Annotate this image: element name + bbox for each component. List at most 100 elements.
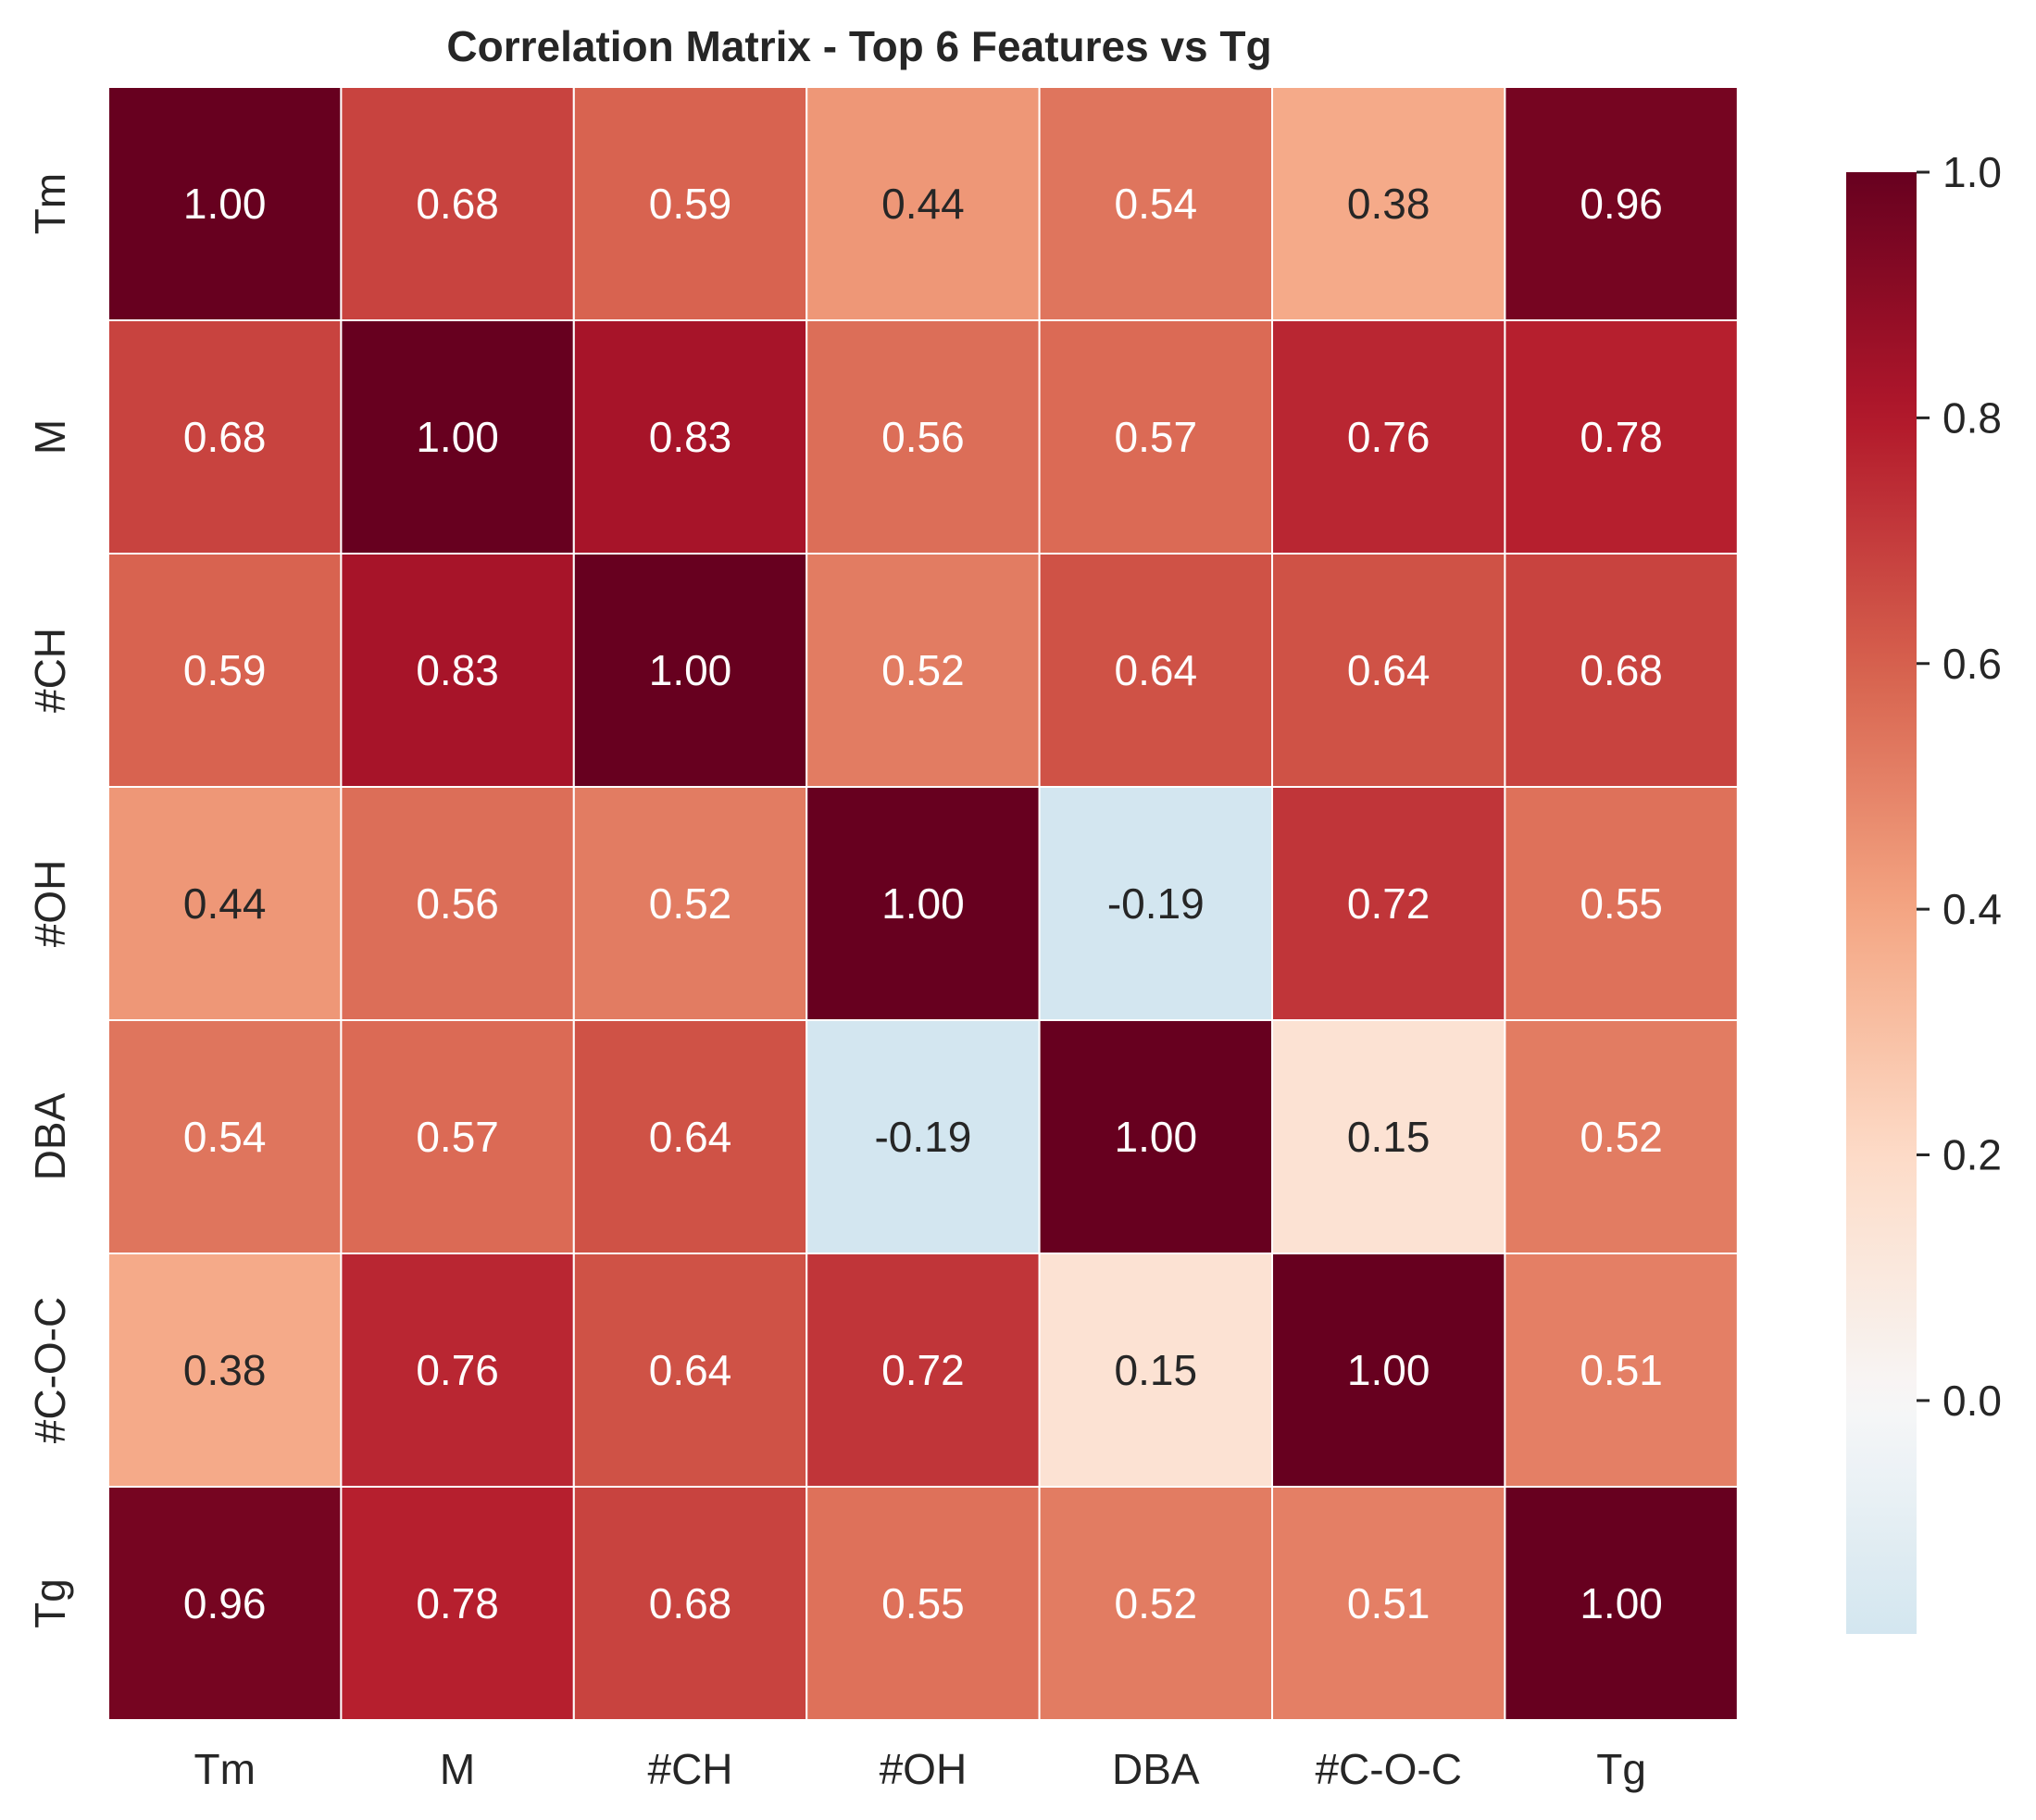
cell-value-label: 1.00 bbox=[1580, 1579, 1663, 1627]
heatmap-cell bbox=[1271, 786, 1506, 1021]
y-tick-label: #OH bbox=[26, 860, 74, 948]
cell-value-label: 1.00 bbox=[649, 646, 732, 694]
cell-value-label: 0.72 bbox=[881, 1346, 965, 1394]
heatmap-cell bbox=[107, 319, 343, 555]
heatmap-cell bbox=[1038, 1486, 1273, 1721]
heatmap-cell bbox=[107, 1253, 343, 1488]
cell-value-label: 0.51 bbox=[1580, 1346, 1663, 1394]
heatmap-cell bbox=[572, 1019, 808, 1254]
y-tick-label: M bbox=[26, 419, 74, 455]
cell-value-label: 0.64 bbox=[649, 1113, 732, 1161]
heatmap-cell bbox=[107, 553, 343, 788]
heatmap-cell bbox=[340, 553, 575, 788]
cell-value-label: 0.68 bbox=[1580, 646, 1663, 694]
cell-value-label: 0.68 bbox=[183, 413, 267, 461]
heatmap-cell bbox=[1504, 1486, 1739, 1721]
cell-value-label: 0.15 bbox=[1115, 1346, 1198, 1394]
heatmap-cell bbox=[806, 553, 1041, 788]
heatmap-cell bbox=[1038, 319, 1273, 555]
cell-value-label: 0.56 bbox=[881, 413, 965, 461]
x-tick-label: #OH bbox=[880, 1745, 968, 1793]
heatmap-cell bbox=[1271, 86, 1506, 321]
cell-value-label: -0.19 bbox=[1107, 879, 1205, 928]
cell-value-label: 0.52 bbox=[881, 646, 965, 694]
cell-value-label: 0.57 bbox=[416, 1113, 499, 1161]
cell-value-label: 0.55 bbox=[1580, 879, 1663, 928]
heatmap-cells: 1.00 0.68 0.59 0.44 0.54 0.38 0.96 0.68 1.00 0.83… bbox=[107, 86, 1739, 1721]
cell-value-label: 0.59 bbox=[183, 646, 267, 694]
heatmap-cell bbox=[1271, 553, 1506, 788]
cell-value-label: 0.68 bbox=[649, 1579, 732, 1627]
cell-value-label: 0.52 bbox=[1115, 1579, 1198, 1627]
heatmap-cell bbox=[1504, 319, 1739, 555]
cell-value-label: 0.96 bbox=[1580, 180, 1663, 228]
colorbar-gradient bbox=[1846, 172, 1917, 1634]
cell-value-label: 0.38 bbox=[183, 1346, 267, 1394]
heatmap-cell bbox=[107, 1019, 343, 1254]
heatmap-cell bbox=[1038, 553, 1273, 788]
cell-value-label: 0.68 bbox=[416, 180, 499, 228]
heatmap-cell bbox=[1504, 786, 1739, 1021]
cell-value-label: 0.78 bbox=[416, 1579, 499, 1627]
y-tick-label: DBA bbox=[26, 1092, 74, 1180]
cell-value-label: 0.64 bbox=[1115, 646, 1198, 694]
cell-value-label: 0.56 bbox=[416, 879, 499, 928]
heatmap-cell bbox=[806, 1486, 1041, 1721]
heatmap-cell bbox=[572, 86, 808, 321]
cell-value-label: 0.52 bbox=[1580, 1113, 1663, 1161]
cell-value-label: -0.19 bbox=[874, 1113, 971, 1161]
cell-value-label: 0.59 bbox=[649, 180, 732, 228]
y-tick-label: Tm bbox=[26, 173, 74, 234]
y-axis-tick-labels: Tm M #CH #OH DBA #C-O-C Tg bbox=[26, 173, 74, 1628]
heatmap-cell bbox=[572, 1486, 808, 1721]
cell-value-label: 0.44 bbox=[183, 879, 267, 928]
heatmap-cell bbox=[1504, 1253, 1739, 1488]
colorbar-tick-label: 0.0 bbox=[1942, 1377, 2002, 1425]
x-tick-label: #CH bbox=[647, 1745, 732, 1793]
x-tick-label: Tm bbox=[194, 1745, 255, 1793]
cell-value-label: 0.44 bbox=[881, 180, 965, 228]
colorbar-tick-label: 0.6 bbox=[1942, 640, 2002, 688]
colorbar-tick-label: 1.0 bbox=[1942, 148, 2002, 196]
y-tick-label: Tg bbox=[26, 1578, 74, 1628]
y-tick-label: #CH bbox=[26, 628, 74, 713]
cell-value-label: 0.54 bbox=[183, 1113, 267, 1161]
cell-value-label: 1.00 bbox=[183, 180, 267, 228]
cell-value-label: 0.96 bbox=[183, 1579, 267, 1627]
cell-value-label: 0.57 bbox=[1115, 413, 1198, 461]
colorbar-tick-label: 0.4 bbox=[1942, 885, 2002, 933]
cell-value-label: 0.76 bbox=[416, 1346, 499, 1394]
cell-value-label: 1.00 bbox=[416, 413, 499, 461]
cell-value-label: 0.52 bbox=[649, 879, 732, 928]
cell-value-label: 0.83 bbox=[649, 413, 732, 461]
heatmap-cell bbox=[1271, 319, 1506, 555]
heatmap-cell bbox=[340, 86, 575, 321]
heatmap-cell bbox=[1038, 1253, 1273, 1488]
heatmap-cell bbox=[340, 786, 575, 1021]
cell-value-label: 0.64 bbox=[1347, 646, 1430, 694]
cell-value-label: 1.00 bbox=[1347, 1346, 1430, 1394]
heatmap-cell bbox=[572, 319, 808, 555]
cell-value-label: 0.55 bbox=[881, 1579, 965, 1627]
cell-value-label: 0.15 bbox=[1347, 1113, 1430, 1161]
colorbar-tick-label: 0.2 bbox=[1942, 1131, 2002, 1179]
x-tick-label: Tg bbox=[1596, 1745, 1646, 1793]
cell-value-label: 0.83 bbox=[416, 646, 499, 694]
cell-value-label: 1.00 bbox=[881, 879, 965, 928]
heatmap-cell bbox=[107, 786, 343, 1021]
heatmap-cell bbox=[806, 86, 1041, 321]
heatmap-cell bbox=[1271, 1486, 1506, 1721]
chart-title: Correlation Matrix - Top 6 Features vs T… bbox=[446, 22, 1271, 70]
cell-value-label: 0.54 bbox=[1115, 180, 1198, 228]
cell-value-label: 0.64 bbox=[649, 1346, 732, 1394]
heatmap-cell bbox=[107, 1486, 343, 1721]
cell-value-label: 0.51 bbox=[1347, 1579, 1430, 1627]
colorbar-tick-label: 0.8 bbox=[1942, 393, 2002, 442]
x-tick-label: #C-O-C bbox=[1315, 1745, 1461, 1793]
cell-value-label: 0.38 bbox=[1347, 180, 1430, 228]
heatmap-cell bbox=[1504, 553, 1739, 788]
heatmap-cell bbox=[806, 786, 1041, 1021]
heatmap-cell bbox=[107, 86, 343, 321]
heatmap-cell bbox=[572, 553, 808, 788]
heatmap-cell bbox=[806, 1253, 1041, 1488]
